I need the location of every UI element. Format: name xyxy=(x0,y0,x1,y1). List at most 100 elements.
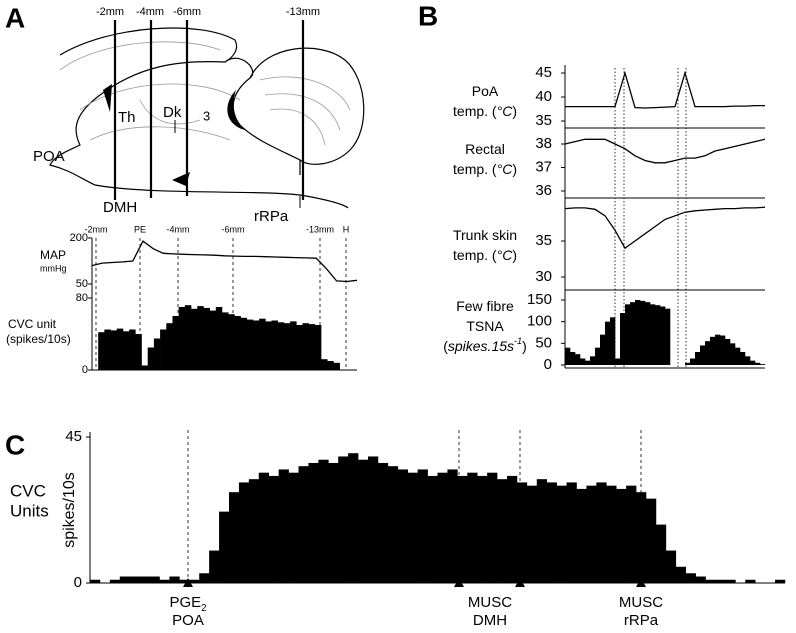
histogram-bar xyxy=(636,492,647,583)
histogram-bar xyxy=(650,304,656,365)
histogram-bar xyxy=(179,579,190,583)
y-tick-label: 35 xyxy=(535,112,552,129)
histogram-bar xyxy=(640,300,646,365)
histogram-bar xyxy=(556,485,567,583)
histogram-bar xyxy=(209,310,217,370)
histogram-bar xyxy=(585,360,591,365)
label-part: Trunk skin xyxy=(453,227,517,243)
histogram-bar xyxy=(348,453,359,583)
histogram-bar xyxy=(715,579,726,583)
histogram-bar xyxy=(153,338,161,370)
trace-label: temp. (°C) xyxy=(453,247,517,263)
histogram-bar xyxy=(178,307,186,370)
trace-label: PGE2 xyxy=(169,594,206,614)
histogram-bar xyxy=(705,341,711,365)
histogram-bar xyxy=(238,482,250,583)
histogram-bar xyxy=(139,576,150,583)
label-part: PGE xyxy=(169,594,201,611)
histogram-bar xyxy=(172,316,179,370)
histogram-bar xyxy=(268,475,279,583)
histogram-bar xyxy=(387,466,399,583)
region-label: rRPa xyxy=(254,208,289,225)
y-tick-label: 38 xyxy=(535,135,552,152)
histogram-bar xyxy=(259,318,266,370)
histogram-bar xyxy=(635,300,641,365)
histogram-bar xyxy=(252,320,260,370)
trace-label: Few fibre xyxy=(456,298,514,314)
histogram-bar xyxy=(755,362,761,365)
histogram-bar xyxy=(318,459,329,583)
histogram-bar xyxy=(302,323,309,370)
histogram-bar xyxy=(646,498,657,583)
histogram-bar xyxy=(625,304,631,365)
histogram-bar xyxy=(119,576,131,583)
histogram-bar xyxy=(358,459,369,583)
histogram-bar xyxy=(660,306,666,365)
histogram-bar xyxy=(90,579,101,583)
histogram-bar xyxy=(565,347,571,365)
histogram-bar xyxy=(277,322,285,370)
histogram-bar xyxy=(620,313,626,365)
trace-line xyxy=(565,70,765,109)
y-tick-label: 45 xyxy=(65,428,82,445)
label-part: °C xyxy=(497,247,514,263)
axis-label: MAP xyxy=(40,248,66,262)
histogram-bar xyxy=(147,347,155,370)
histogram-bar xyxy=(600,334,606,365)
histogram-bar xyxy=(710,336,716,365)
y-tick-label: 0 xyxy=(74,574,82,591)
histogram-bar xyxy=(497,479,508,583)
trace-label: Trunk skin xyxy=(453,227,517,243)
histogram-bar xyxy=(215,307,223,370)
trace-line xyxy=(91,240,358,283)
label-part: °C xyxy=(497,161,514,177)
histogram-bar xyxy=(546,482,557,583)
histogram-bar xyxy=(610,317,616,365)
histogram-bar xyxy=(655,524,667,583)
histogram-bar xyxy=(219,511,230,583)
histogram-bar xyxy=(298,466,309,583)
histogram-bar xyxy=(296,325,303,370)
trace-label: Rectal xyxy=(465,141,505,157)
y-tick-label: 150 xyxy=(527,291,552,308)
label-part: MUSC xyxy=(619,594,663,611)
histogram-bar xyxy=(576,488,587,583)
label-part: MUSC xyxy=(468,594,512,611)
histogram-bar xyxy=(516,482,528,583)
histogram-bar xyxy=(586,485,597,583)
histogram-bar xyxy=(675,566,687,583)
trace-line xyxy=(564,138,766,164)
region-label: DMH xyxy=(103,199,137,216)
histogram-bar xyxy=(645,302,651,365)
y-tick-label: 0 xyxy=(544,356,552,373)
y-tick-label: 50 xyxy=(535,334,552,351)
histogram-bar xyxy=(110,330,118,370)
y-axis-title: spikes/10s xyxy=(61,472,78,548)
histogram-bar xyxy=(700,345,706,365)
histogram-bar xyxy=(240,317,248,370)
trace-label: MUSC xyxy=(619,594,663,611)
trace-label: temp. (°C) xyxy=(453,103,517,119)
histogram-bar xyxy=(184,305,192,370)
histogram-bar xyxy=(615,358,621,365)
histogram-bar xyxy=(685,362,691,365)
histogram-bar xyxy=(377,462,389,583)
histogram-bar xyxy=(321,359,328,370)
panel-label: B xyxy=(418,0,438,31)
histogram-bar xyxy=(122,331,130,370)
histogram-bar xyxy=(283,323,291,370)
panel-label: C xyxy=(5,429,25,460)
histogram-bar xyxy=(775,579,786,583)
histogram-bar xyxy=(695,352,701,365)
event-label: -13mm xyxy=(306,224,334,234)
label-part: PoA xyxy=(472,83,499,99)
histogram-bar xyxy=(129,329,136,370)
axis-label: Units xyxy=(10,501,49,520)
histogram-bar xyxy=(104,329,111,370)
level-label: -2mm xyxy=(96,6,124,18)
histogram-bar xyxy=(630,302,636,365)
label-part: Few fibre xyxy=(456,298,514,314)
label-part: POA xyxy=(172,612,204,629)
label-part: ) xyxy=(522,338,527,354)
histogram-bar xyxy=(580,358,586,365)
